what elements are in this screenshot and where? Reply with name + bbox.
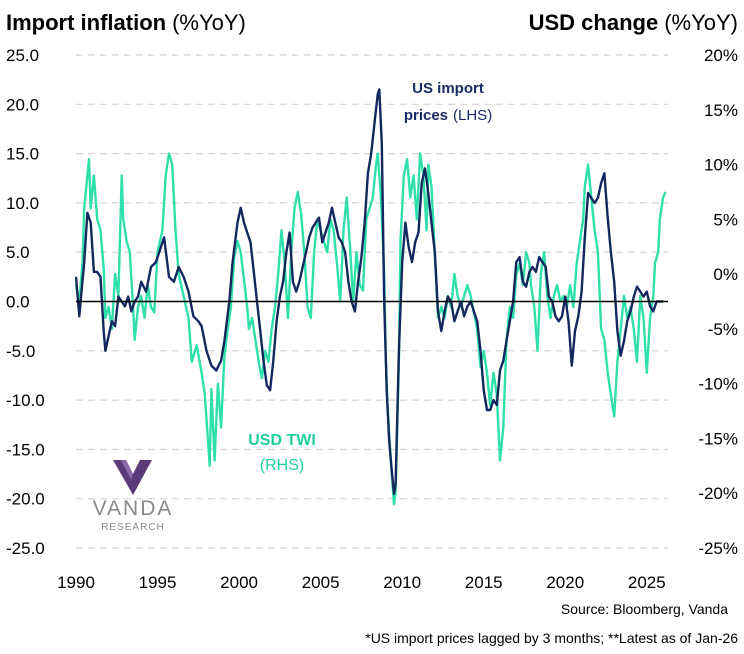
x-tick-label: 2015 bbox=[465, 573, 503, 592]
vanda-logo-text: VANDA bbox=[93, 497, 174, 520]
x-tick-label: 2020 bbox=[546, 573, 584, 592]
vanda-logo-mark-highlight bbox=[121, 460, 133, 480]
right-tick-label: -20% bbox=[698, 484, 738, 503]
left-tick-label: -20.0 bbox=[6, 490, 45, 509]
left-tick-label: 20.0 bbox=[6, 95, 39, 114]
left-axis-title-unit: (%YoY) bbox=[172, 10, 246, 35]
left-tick-label: -15.0 bbox=[6, 440, 45, 459]
us-import-label-word: prices bbox=[404, 107, 448, 124]
x-tick-label: 1990 bbox=[57, 573, 95, 592]
left-tick-label: -10.0 bbox=[6, 391, 45, 410]
x-tick-label: 2000 bbox=[220, 573, 258, 592]
left-tick-label: 10.0 bbox=[6, 194, 39, 213]
us-import-label-axis: (LHS) bbox=[453, 107, 492, 124]
footnote: *US import prices lagged by 3 months; **… bbox=[365, 630, 738, 646]
left-axis-title: Import inflation (%YoY) bbox=[6, 10, 246, 35]
right-axis-ticks: 20% 15% 10% 5% 0% -5% -10% -15% -20% -25% bbox=[698, 46, 738, 558]
usd-twi-label-sub: (RHS) bbox=[260, 457, 304, 474]
left-tick-label: 15.0 bbox=[6, 145, 39, 164]
right-tick-label: -15% bbox=[698, 429, 738, 448]
right-tick-label: -10% bbox=[698, 375, 738, 394]
right-tick-label: 20% bbox=[704, 46, 738, 65]
right-axis-title: USD change (%YoY) bbox=[529, 10, 738, 35]
series-line-usd-twi bbox=[74, 152, 667, 506]
x-tick-label: 1995 bbox=[139, 573, 177, 592]
left-axis-title-bold: Import inflation bbox=[6, 10, 166, 35]
source-note: Source: Bloomberg, Vanda bbox=[561, 601, 728, 617]
left-tick-label: -5.0 bbox=[6, 342, 35, 361]
x-tick-label: 2005 bbox=[302, 573, 340, 592]
right-tick-label: 10% bbox=[704, 156, 738, 175]
left-tick-label: 5.0 bbox=[6, 243, 30, 262]
vanda-logo: VANDA RESEARCH bbox=[93, 460, 174, 533]
usd-twi-label: USD TWI bbox=[248, 432, 316, 449]
vanda-logo-mark bbox=[113, 460, 152, 495]
x-axis-ticks: 1990 1995 2000 2005 2010 2015 2020 2025 bbox=[57, 573, 666, 592]
right-tick-label: -5% bbox=[708, 320, 738, 339]
right-tick-label: 0% bbox=[713, 265, 738, 284]
right-tick-label: 15% bbox=[704, 101, 738, 120]
right-tick-label: 5% bbox=[713, 210, 738, 229]
x-tick-label: 2010 bbox=[383, 573, 421, 592]
us-import-label: US import bbox=[412, 80, 484, 97]
left-tick-label: 0.0 bbox=[6, 293, 30, 312]
x-tick-label: 2025 bbox=[628, 573, 666, 592]
left-tick-label: -25.0 bbox=[6, 539, 45, 558]
left-axis-ticks: 25.0 20.0 15.0 10.0 5.0 0.0 -5.0 -10.0 -15.0 -20.… bbox=[6, 46, 45, 558]
vanda-logo-subtext: RESEARCH bbox=[101, 522, 165, 533]
right-axis-title-unit: (%YoY) bbox=[664, 10, 738, 35]
us-import-label-sub: prices (LHS) bbox=[404, 107, 492, 124]
right-axis-title-bold: USD change bbox=[529, 10, 659, 35]
left-tick-label: 25.0 bbox=[6, 46, 39, 65]
right-tick-label: -25% bbox=[698, 539, 738, 558]
